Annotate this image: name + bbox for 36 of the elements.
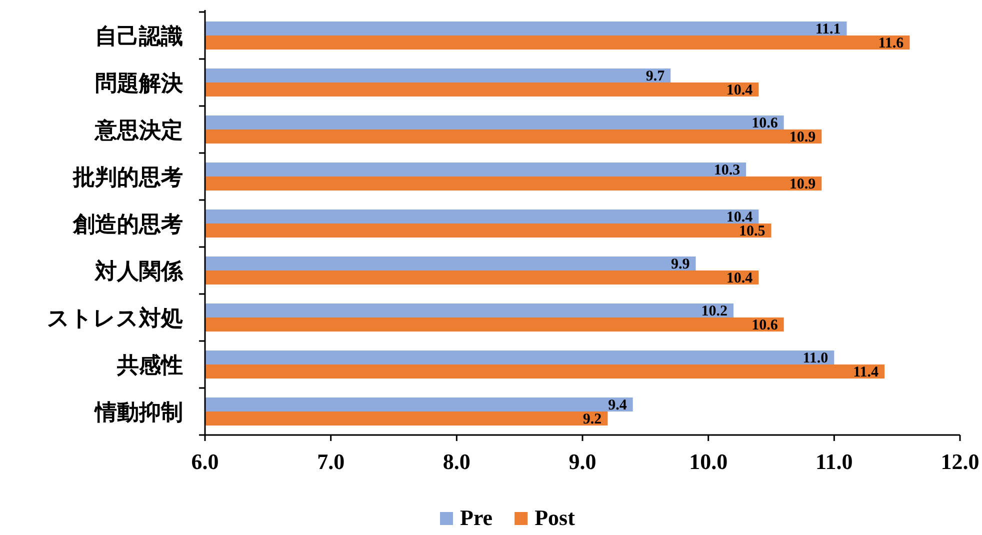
data-label: 10.9 bbox=[789, 130, 816, 146]
y-tick-label: 創造的思考 bbox=[72, 212, 183, 238]
data-label: 10.3 bbox=[714, 162, 740, 178]
data-label: 9.4 bbox=[608, 398, 628, 414]
x-tick-label: 6.0 bbox=[191, 449, 219, 474]
data-label: 10.6 bbox=[752, 116, 778, 132]
data-label: 9.2 bbox=[582, 412, 602, 428]
x-tick-label: 11.0 bbox=[816, 449, 853, 474]
data-label: 11.4 bbox=[853, 364, 879, 380]
data-label: 11.6 bbox=[878, 36, 904, 52]
x-tick-label: 12.0 bbox=[940, 449, 980, 474]
x-tick-label: 8.0 bbox=[442, 449, 470, 474]
y-tick-label: 対人関係 bbox=[94, 258, 184, 284]
y-tick-label: 自己認識 bbox=[95, 24, 183, 50]
x-tick-label: 10.0 bbox=[689, 449, 728, 474]
x-tick-label: 9.0 bbox=[568, 449, 596, 474]
data-label: 10.5 bbox=[739, 224, 766, 240]
data-label: 9.7 bbox=[646, 68, 666, 84]
data-label: 11.0 bbox=[802, 350, 828, 366]
y-tick-label: 情動抑制 bbox=[93, 400, 183, 426]
y-tick-label: ストレス対処 bbox=[47, 306, 183, 332]
x-tick-label: 7.0 bbox=[317, 449, 345, 474]
data-label: 10.9 bbox=[789, 176, 816, 192]
data-label: 10.4 bbox=[726, 270, 754, 286]
legend-label: Pre bbox=[460, 505, 493, 530]
data-label: 9.9 bbox=[671, 256, 690, 272]
legend-label: Post bbox=[534, 505, 576, 530]
y-tick-label: 批判的思考 bbox=[72, 166, 183, 190]
data-label: 10.4 bbox=[726, 82, 754, 98]
data-label: 10.2 bbox=[701, 304, 728, 320]
y-tick-label: 共感性 bbox=[116, 354, 183, 378]
data-label: 10.4 bbox=[726, 210, 754, 226]
y-tick-label: 問題解決 bbox=[95, 72, 184, 96]
data-label: 11.1 bbox=[815, 22, 841, 38]
y-tick-label: 意思決定 bbox=[94, 118, 183, 144]
data-label: 10.6 bbox=[752, 318, 778, 334]
